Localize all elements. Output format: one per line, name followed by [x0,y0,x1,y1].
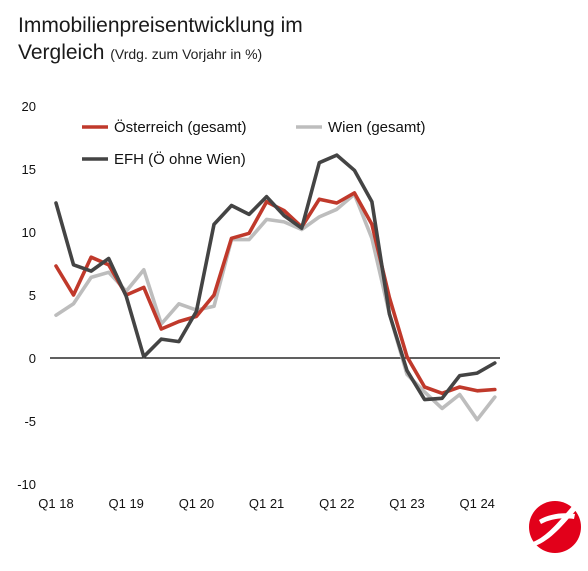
y-tick-label: 10 [22,225,36,240]
y-tick-label: 15 [22,162,36,177]
title-line-2: Vergleich (Vrdg. zum Vorjahr in %) [18,39,303,68]
y-axis-ticks: 20 15 10 5 0 -5 -10 [17,99,36,492]
y-tick-label: 5 [29,288,36,303]
y-tick-label: -5 [24,414,36,429]
x-tick-label: Q1 24 [459,496,494,511]
chart-title: Immobilienpreisentwicklung im Vergleich … [18,12,303,68]
y-tick-label: 0 [29,351,36,366]
unicredit-logo-icon [529,501,581,553]
y-tick-label: 20 [22,99,36,114]
chart-legend: Österreich (gesamt) Wien (gesamt) EFH (Ö o… [82,118,426,168]
x-tick-label: Q1 22 [319,496,354,511]
legend-label: EFH (Ö ohne Wien) [114,150,246,168]
chart-series [54,153,497,422]
x-tick-label: Q1 21 [249,496,284,511]
chart-subtitle: (Vrdg. zum Vorjahr in %) [110,46,263,62]
series-line-0 [54,191,497,396]
y-tick-label: -10 [17,477,36,492]
x-tick-label: Q1 19 [108,496,143,511]
title-line-1: Immobilienpreisentwicklung im [18,14,303,37]
series-line-2 [54,153,497,402]
title-main: Vergleich [18,41,105,64]
legend-label: Wien (gesamt) [328,119,426,136]
legend-label: Österreich (gesamt) [114,118,247,136]
x-axis-ticks: Q1 18 Q1 19 Q1 20 Q1 21 Q1 22 Q1 23 Q1 24 [38,496,495,511]
x-tick-label: Q1 20 [179,496,214,511]
x-tick-label: Q1 18 [38,496,73,511]
series-line-1 [54,192,497,422]
x-tick-label: Q1 23 [389,496,424,511]
